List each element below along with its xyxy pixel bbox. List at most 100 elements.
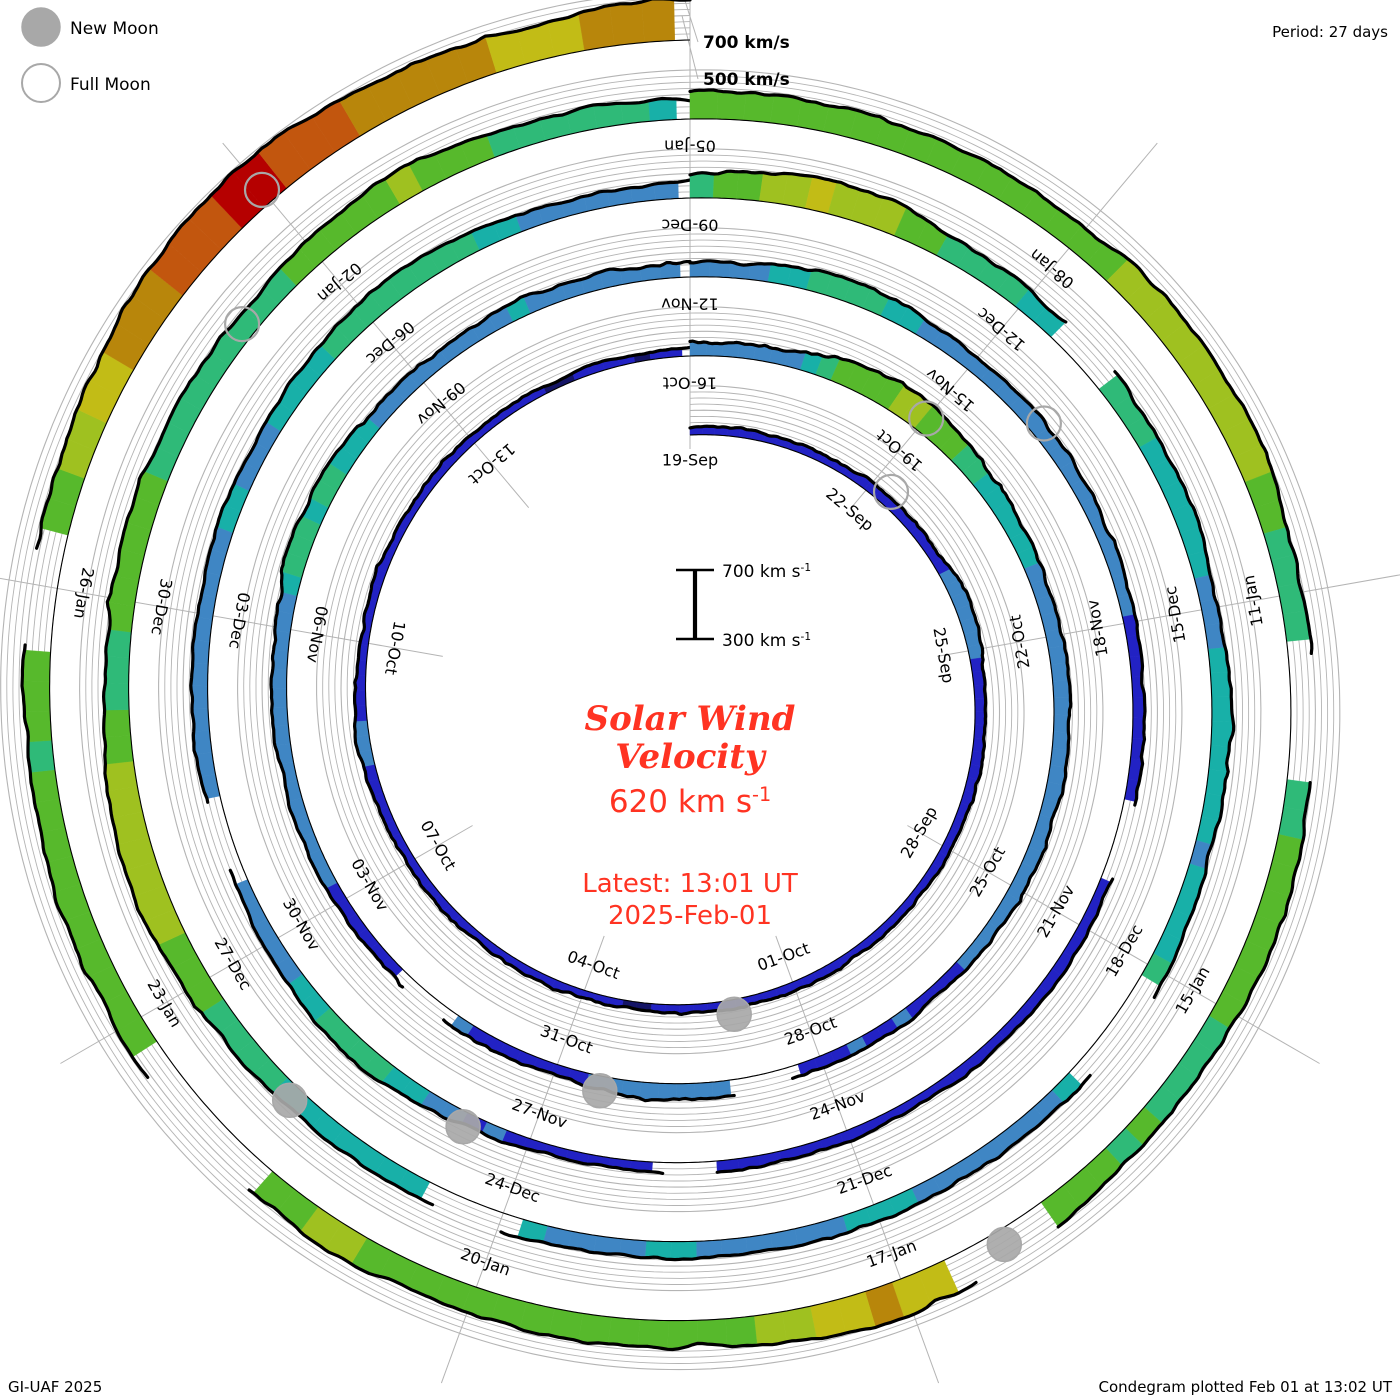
radial-spoke [937,574,1400,657]
date-label: 06-Nov [303,604,332,664]
velocity-band-segment [104,735,134,765]
date-label: 12-Nov [661,295,718,314]
velocity-band-segment [689,172,715,199]
date-label: 25-Oct [966,843,1010,899]
velocity-trace [269,260,1073,1103]
velocity-band-segment [743,92,775,123]
legend-label-new-moon: New Moon [70,19,159,39]
velocity-trace [20,0,1314,1352]
gridline-arc [182,172,1158,1188]
date-label: 03-Dec [225,591,254,651]
date-label: 27-Nov [509,1095,569,1132]
date-label: 08-Jan [1026,245,1078,293]
date-label: 18-Nov [1083,598,1112,658]
date-label: 13-Oct [465,439,519,488]
velocity-band-segment [192,639,210,665]
gridline-arc [176,166,1164,1194]
date-label: 11-Jan [1239,574,1267,628]
velocity-band-segment [753,1311,787,1346]
full-moon-marker [872,473,910,510]
gridline-arc [6,0,1335,1364]
velocity-band-segment [27,740,56,773]
date-label: 15-Jan [1171,963,1213,1017]
gridline-arc [352,343,988,1018]
velocity-band-segment [609,1,645,46]
baseline-spiral [207,197,1134,1164]
new-moon-icon [21,7,61,47]
page-title-line1: Solar Wind [585,699,796,739]
credit-label: GI-UAF 2025 [8,1378,102,1396]
velocity-band-segment [103,683,130,711]
tag-leader-line [681,15,699,80]
date-label: 19-Sep [662,451,718,470]
velocity-band-segment [354,720,370,737]
moon-markers [224,171,1063,1263]
velocity-band-segment [104,760,138,792]
full-moon-marker [243,171,281,208]
gridline-arc [249,239,1092,1121]
date-label: 26-Jan [70,566,98,620]
gridline-tag-500: 500 km/s [703,70,790,90]
velocity-band-segment [1052,731,1070,751]
velocity-band-segment [641,0,675,43]
baseline-spiral [364,355,976,1006]
date-label: 01-Oct [755,938,812,974]
date-label: 21-Nov [1033,882,1078,941]
velocity-band-segment [648,98,677,122]
velocity-band-segment [578,1313,612,1345]
velocity-band-segment [607,1316,641,1347]
velocity-band-segment [193,730,213,755]
date-label: 28-Sep [897,803,942,861]
spiral-turn-0 [353,345,988,1016]
gridline-arc [188,179,1152,1182]
date-label: 06-Dec [362,317,418,368]
date-label: 05-Jan [664,137,716,156]
velocity-trace [189,178,1147,1175]
full-moon-marker [1025,405,1063,442]
gridline-arc [164,154,1177,1206]
velocity-band-segment [725,1315,758,1347]
gridline-arc [97,87,1243,1273]
legend-label-full-moon: Full Moon [70,75,151,95]
gridline-arc [322,312,1019,1049]
date-label: 30-Nov [279,895,324,954]
gridline-arc [340,330,1001,1030]
radial-spoke [907,825,1320,1064]
full-moon-marker [224,306,261,343]
baseline-spiral [128,118,1213,1243]
gridline-arc [0,0,1341,1371]
gridline-arc [316,306,1025,1055]
legend: New Moon Full Moon [21,7,159,103]
date-label: 17-Jan [864,1236,919,1272]
gridline-arc [334,324,1007,1036]
gridline-arc [243,233,1098,1127]
spiral-turn-4 [20,0,1314,1352]
new-moon-marker [445,1109,481,1145]
velocity-band-segment [22,649,51,682]
date-label: 27-Dec [211,934,256,993]
gridline-arc [328,318,1013,1042]
date-label: 21-Dec [834,1161,894,1198]
full-moon-marker [908,400,945,437]
date-label: 24-Dec [482,1169,542,1206]
new-moon-marker [271,1082,308,1119]
velocity-band-segment [770,94,802,127]
velocity-band-segment [670,1241,697,1260]
gridline-tag-700: 700 km/s [703,33,790,53]
date-label: 18-Dec [1102,921,1147,980]
velocity-band-segment [689,89,719,120]
new-moon-marker [986,1226,1023,1263]
new-moon-marker [716,996,752,1033]
gridline-arc [91,81,1250,1279]
gridline-arc [85,75,1256,1285]
date-label: 03-Nov [347,855,392,914]
scale-top-label: 700 km s-1 [722,562,811,582]
date-label: 22-Oct [1005,614,1033,671]
spiral-traces [20,0,1314,1352]
date-label: 07-Oct [416,817,460,873]
new-moon-marker [582,1073,618,1109]
spiral-turn-3 [102,96,1236,1262]
scale-bottom-label: 300 km s-1 [722,631,811,651]
plotted-label: Condegram plotted Feb 01 at 13:02 UT [1099,1378,1393,1396]
